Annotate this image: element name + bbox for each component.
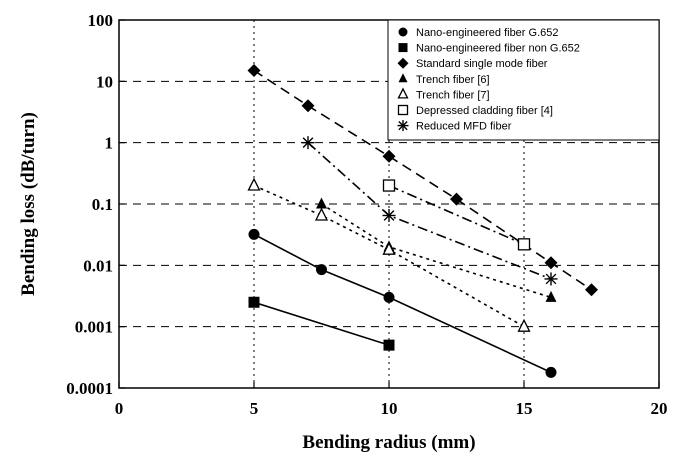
star-stroke [545, 273, 557, 285]
x-axis-title: Bending radius (mm) [302, 432, 475, 453]
star-stroke [302, 137, 314, 149]
legend-label: Nano-engineered fiber G.652 [416, 27, 558, 39]
data-point [544, 272, 558, 286]
series-2 [248, 296, 395, 351]
legend-marker [397, 104, 409, 116]
data-point [545, 290, 557, 302]
data-point [517, 238, 531, 251]
series-line [253, 69, 592, 291]
legend-label: Depressed cladding fiber [4] [416, 105, 553, 117]
data-point [382, 208, 396, 222]
y-tick-label: 0.1 [92, 195, 113, 214]
y-axis-title: Bending loss (dB/turn) [18, 112, 39, 296]
legend: Nano-engineered fiber G.652 Nano-engineer… [387, 19, 660, 141]
data-point [301, 99, 315, 113]
legend-marker [398, 43, 408, 53]
star-stroke [383, 210, 395, 221]
legend-label: Trench fiber [6] [416, 74, 490, 86]
y-tick-label: 100 [88, 11, 114, 30]
data-point [517, 318, 531, 332]
data-point [247, 64, 261, 78]
data-point [301, 136, 315, 150]
series-layer [247, 64, 598, 378]
series-7 [301, 136, 558, 286]
series-line [253, 184, 525, 328]
series-5 [247, 177, 531, 332]
data-point [248, 296, 260, 308]
data-point [247, 177, 261, 191]
data-point [383, 291, 395, 303]
y-tick-label: 1 [105, 134, 114, 153]
data-point [316, 197, 327, 209]
x-tick-label: 5 [250, 399, 259, 418]
data-point [248, 228, 260, 240]
star-stroke [398, 120, 408, 131]
data-point [382, 179, 396, 192]
series-6 [382, 179, 531, 251]
x-tick-label: 20 [651, 399, 668, 418]
series-line [388, 184, 525, 246]
legend-items: Nano-engineered fiber G.652 Nano-engineer… [397, 27, 580, 133]
tick-layer: 0.0001 0.001 0.01 0.1 1 10 100 0 5 10 15 20 [66, 11, 667, 418]
y-tick-label: 0.01 [83, 256, 113, 275]
legend-marker [397, 120, 409, 132]
legend-label: Trench fiber [7] [416, 89, 490, 101]
series-line [253, 301, 390, 346]
legend-box [387, 19, 660, 141]
series-line [307, 142, 552, 280]
x-tick-label: 15 [516, 399, 533, 418]
data-point [585, 283, 598, 297]
legend-label: Reduced MFD fiber [416, 121, 512, 133]
legend-marker [397, 57, 409, 69]
data-point [544, 256, 558, 270]
y-tick-label: 0.0001 [66, 379, 113, 398]
x-tick-label: 10 [381, 399, 398, 418]
data-point [316, 264, 327, 276]
legend-label: Standard single mode fiber [416, 58, 548, 70]
x-tick-label: 0 [115, 399, 124, 418]
data-point [314, 207, 329, 221]
legend-label: Nano-engineered fiber non G.652 [416, 43, 580, 55]
data-point [545, 366, 557, 378]
data-point [382, 241, 396, 255]
series-line [253, 233, 552, 374]
series-3 [247, 64, 598, 297]
y-tick-label: 0.001 [75, 318, 113, 337]
data-point [450, 192, 463, 206]
series-1 [248, 228, 557, 378]
legend-marker [398, 73, 408, 83]
legend-marker [397, 87, 409, 99]
data-point [383, 339, 395, 351]
legend-marker [398, 27, 408, 37]
data-point [382, 149, 396, 163]
y-tick-label: 10 [96, 72, 113, 91]
